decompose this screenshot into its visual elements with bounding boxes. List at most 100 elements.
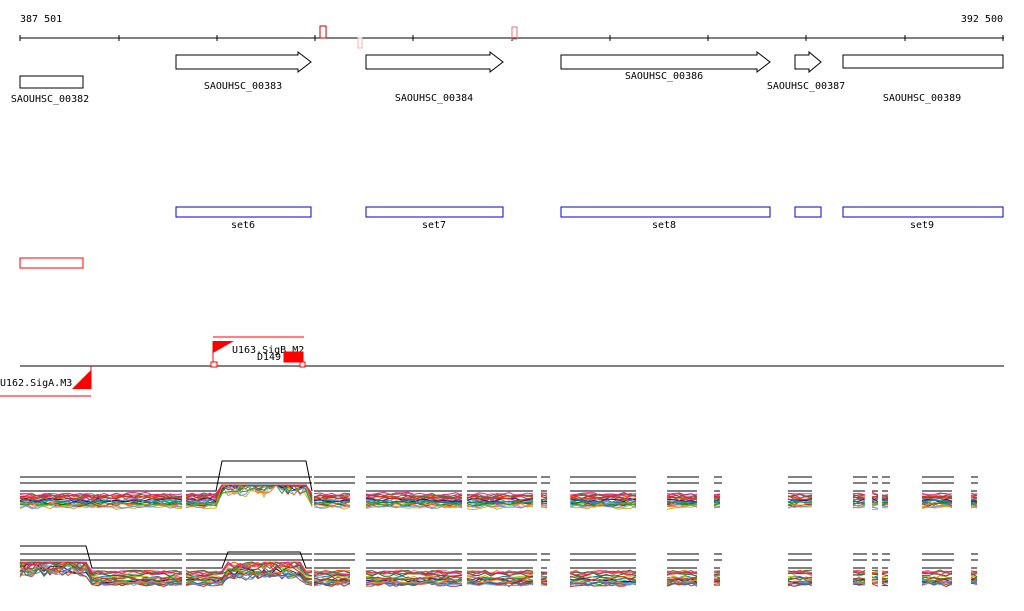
profile-line [970, 504, 978, 509]
profile-line [713, 571, 721, 574]
profile-line [787, 580, 813, 586]
gene-label: SAOUHSC_00383 [204, 81, 282, 92]
profile-line [540, 584, 548, 586]
set-label: set6 [231, 220, 255, 231]
profile-line [19, 501, 183, 507]
profile-line [313, 494, 351, 499]
profile-line [970, 492, 978, 496]
profile-line [569, 581, 637, 587]
gene-SAOUHSC_00386[interactable]: SAOUHSC_00386 [560, 50, 771, 82]
profile-line [569, 580, 637, 585]
ruler-marker[interactable] [511, 26, 518, 40]
profile-line [713, 502, 721, 504]
profile-line [852, 501, 866, 506]
promoter-U163-SigB-M2[interactable]: U163.SigB.M2 [210, 336, 306, 368]
profile-line [852, 506, 866, 509]
profile-line [466, 581, 534, 586]
profile-line [871, 577, 879, 579]
profile-line [569, 569, 637, 575]
profile-line [569, 579, 637, 585]
profile-line [921, 492, 953, 496]
profile-line [185, 572, 313, 586]
set-6[interactable]: set6 [175, 206, 312, 231]
profile-line [313, 502, 351, 508]
ruler-marker[interactable] [319, 25, 327, 39]
gene-SAOUHSC_00389[interactable]: SAOUHSC_00389 [842, 54, 1004, 104]
profile-line [313, 503, 351, 507]
gene-SAOUHSC_00384[interactable]: SAOUHSC_00384 [365, 50, 504, 104]
gene-SAOUHSC_00387[interactable]: SAOUHSC_00387 [767, 50, 845, 92]
promoter-label: U163.SigB.M2 [232, 345, 304, 356]
gene-SAOUHSC_00383[interactable]: SAOUHSC_00383 [175, 50, 312, 92]
ruler-marker[interactable] [357, 37, 363, 49]
profile-line [921, 494, 953, 498]
set-8[interactable]: set8 [560, 206, 771, 231]
profile-line [713, 499, 721, 503]
highlight-region[interactable] [19, 257, 84, 269]
profile-line [921, 576, 953, 581]
profile-line [19, 561, 183, 577]
profile-line [186, 565, 312, 581]
profile-envelope-line [20, 545, 182, 569]
profile-line [871, 583, 879, 587]
set-unlabeled[interactable] [794, 206, 822, 218]
profile-line [185, 573, 313, 586]
profile-line [19, 500, 183, 506]
profile-line [313, 575, 351, 580]
profile-line [540, 496, 548, 499]
promoter-U162-SigA-M3[interactable]: U162.SigA.M3 [0, 366, 92, 397]
profile-line [365, 569, 462, 575]
profile-line [19, 561, 183, 576]
expression-profile-panel-1 [19, 460, 978, 511]
profile-line [852, 579, 866, 584]
profile-line [970, 503, 978, 508]
profile-line [871, 504, 879, 507]
set-label: set9 [910, 220, 934, 231]
profile-line [787, 495, 813, 500]
profile-line [970, 503, 978, 507]
profile-line [569, 577, 637, 582]
set-9[interactable]: set9 [842, 206, 1004, 231]
profile-line [19, 499, 183, 505]
profile-line [921, 573, 953, 577]
profile-line [787, 502, 813, 508]
set-label: set8 [652, 220, 676, 231]
gene-track: SAOUHSC_00382 SAOUHSC_00383 SAOUHSC_0038… [11, 50, 1004, 105]
profile-line [852, 570, 866, 574]
profile-line [852, 577, 866, 581]
set-track: set6 set7 set8 set9 [175, 206, 1004, 231]
profile-line [19, 561, 183, 575]
profile-line [871, 497, 879, 501]
profile-line [185, 564, 313, 580]
profile-line [365, 499, 463, 504]
profile-line [466, 582, 534, 587]
set-7[interactable]: set7 [365, 206, 504, 231]
feature-D149[interactable]: D149 [257, 351, 304, 363]
profile-line [921, 577, 953, 582]
profile-line [852, 581, 866, 586]
profile-line [569, 491, 637, 497]
profile-line [713, 498, 721, 502]
profile-line [921, 495, 953, 500]
profile-line [19, 562, 183, 584]
profile-line [871, 501, 879, 503]
profile-line [569, 575, 637, 581]
profile-line [365, 493, 463, 498]
profile-line [666, 505, 698, 510]
profile-line [313, 498, 350, 503]
profile-line [569, 505, 637, 510]
profile-line [540, 582, 548, 584]
profile-line [313, 576, 351, 581]
profile-line [540, 492, 548, 495]
profile-line [871, 495, 879, 499]
profile-line [313, 492, 351, 497]
gene-label: SAOUHSC_00387 [767, 81, 845, 92]
profile-line [713, 572, 721, 576]
profile-line [881, 570, 889, 573]
profile-line [569, 504, 637, 509]
profile-line [881, 502, 889, 505]
gene-SAOUHSC_00382[interactable]: SAOUHSC_00382 [11, 75, 89, 105]
profile-line [881, 578, 889, 581]
profile-line [185, 484, 313, 506]
